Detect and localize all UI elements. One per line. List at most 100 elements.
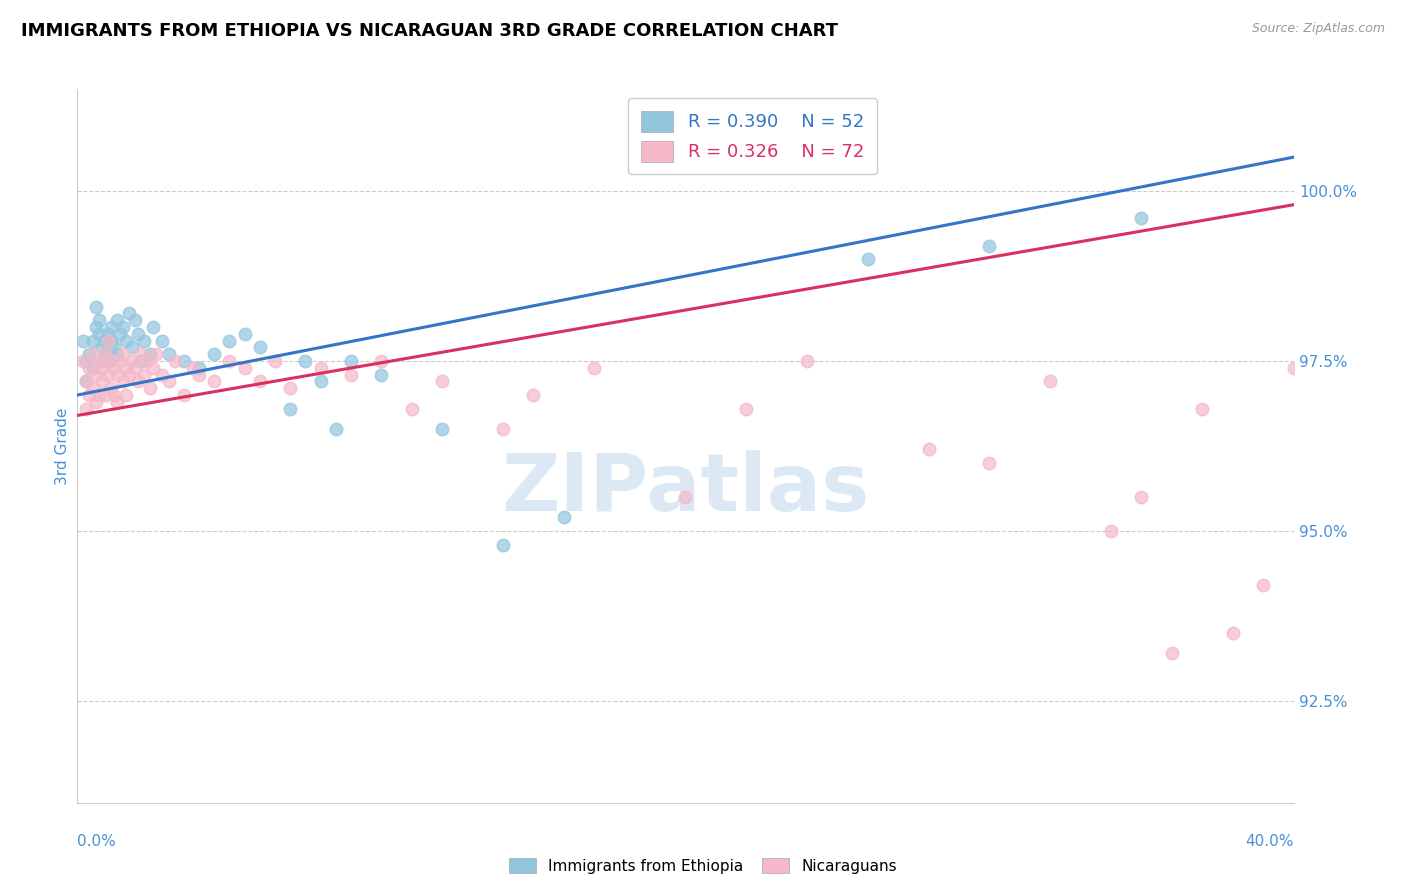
Point [1313,762,1336,776]
Point [675,490,697,504]
Point [202,375,225,389]
Point [87,326,110,341]
Point [87,388,110,402]
Point [583,360,606,375]
Point [90,341,112,355]
Point [84,394,107,409]
Point [79,360,101,375]
Text: ZIPatlas: ZIPatlas [502,450,869,528]
Point [294,354,316,368]
Point [103,341,125,355]
Point [188,360,211,375]
Point [75,354,97,368]
Point [79,388,101,402]
Point [340,354,363,368]
Point [111,375,134,389]
Point [82,347,104,361]
Point [105,394,128,409]
Point [105,368,128,382]
Point [97,326,120,341]
Point [72,334,94,348]
Point [134,334,156,348]
Point [1130,490,1153,504]
Point [100,334,122,348]
Point [72,354,94,368]
Point [492,537,515,551]
Point [309,375,332,389]
Point [93,347,115,361]
Point [127,326,149,341]
Point [735,401,758,416]
Point [100,320,122,334]
Point [432,375,454,389]
Point [264,354,287,368]
Point [103,360,125,375]
Point [97,334,120,348]
Point [136,354,159,368]
Point [173,354,195,368]
Point [218,354,240,368]
Point [401,401,423,416]
Point [233,360,256,375]
Point [157,347,180,361]
Point [87,313,110,327]
Point [103,388,125,402]
Point [142,320,165,334]
Point [108,354,131,368]
Point [82,381,104,395]
Point [75,375,97,389]
Point [75,401,97,416]
Point [105,347,128,361]
Point [157,375,180,389]
Point [979,238,1001,252]
Point [111,320,134,334]
Point [82,334,104,348]
Point [124,360,146,375]
Point [278,381,301,395]
Text: Source: ZipAtlas.com: Source: ZipAtlas.com [1251,22,1385,36]
Point [202,347,225,361]
Point [152,334,174,348]
Point [93,334,115,348]
Point [75,375,97,389]
Point [370,354,392,368]
Point [309,360,332,375]
Point [97,368,120,382]
Point [856,252,879,266]
Point [1099,524,1122,538]
Point [1282,360,1305,375]
Legend: Immigrants from Ethiopia, Nicaraguans: Immigrants from Ethiopia, Nicaraguans [502,852,904,880]
Point [1222,626,1244,640]
Point [163,354,186,368]
Text: 0.0%: 0.0% [77,834,117,849]
Point [145,347,167,361]
Point [796,354,818,368]
Point [134,368,156,382]
Point [1191,401,1213,416]
Point [115,388,138,402]
Point [90,360,112,375]
Point [93,388,115,402]
Point [340,368,363,382]
Point [1161,646,1184,660]
Point [152,368,174,382]
Point [108,326,131,341]
Point [129,354,152,368]
Point [278,401,301,416]
Point [188,368,211,382]
Point [84,300,107,314]
Point [432,422,454,436]
Point [249,341,271,355]
Point [121,341,143,355]
Point [918,442,941,457]
Point [1251,578,1274,592]
Text: IMMIGRANTS FROM ETHIOPIA VS NICARAGUAN 3RD GRADE CORRELATION CHART: IMMIGRANTS FROM ETHIOPIA VS NICARAGUAN 3… [21,22,838,40]
Point [218,334,240,348]
Point [97,354,120,368]
Point [90,375,112,389]
Point [93,347,115,361]
Point [233,326,256,341]
Point [142,360,165,375]
Point [325,422,347,436]
Point [87,354,110,368]
